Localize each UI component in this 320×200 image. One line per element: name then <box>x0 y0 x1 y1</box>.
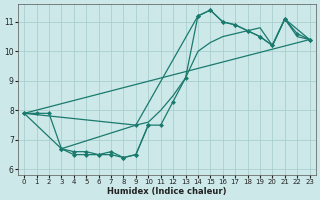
X-axis label: Humidex (Indice chaleur): Humidex (Indice chaleur) <box>107 187 227 196</box>
